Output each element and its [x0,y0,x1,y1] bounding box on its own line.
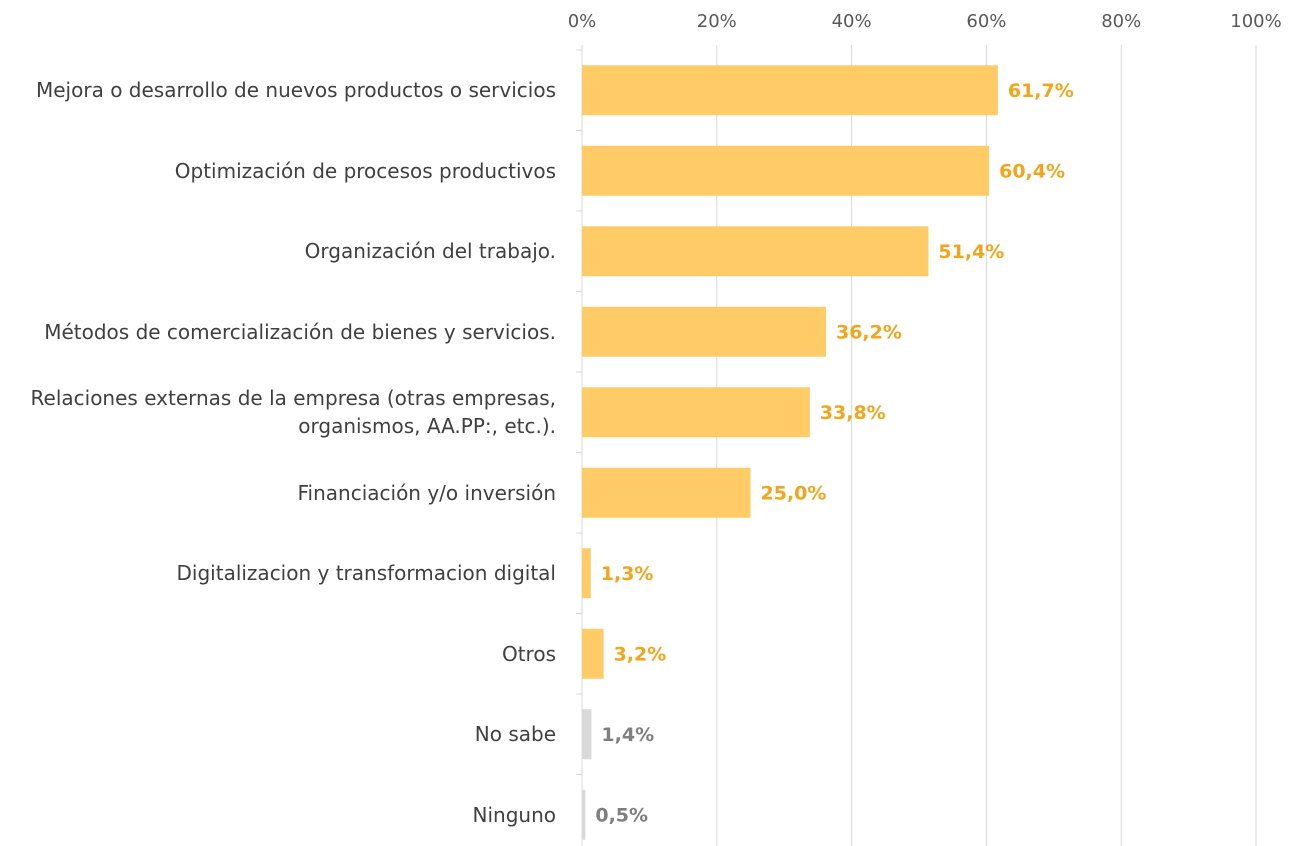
value-label: 60,4% [999,160,1065,182]
y-tick-label: Otros [501,641,556,666]
bar [582,548,591,599]
y-tick-label: Optimización de procesos productivos [174,158,556,183]
value-label: 0,5% [595,804,648,826]
x-tick-label: 20% [697,11,737,32]
value-label: 25,0% [761,482,827,504]
bar [582,145,990,196]
y-tick-label: Financiación y/o inversión [297,480,557,505]
value-label: 61,7% [1008,80,1074,102]
value-label: 33,8% [820,402,886,424]
y-tick-label: Relaciones externas de la empresa (otras… [30,386,556,439]
x-tick-label: 0% [568,11,597,32]
y-tick-label: Mejora o desarrollo de nuevos productos … [36,78,556,103]
bar [582,628,604,679]
bar [582,226,929,277]
bar [582,387,810,438]
bar [582,789,586,840]
x-tick-label: 40% [832,11,872,32]
value-label: 51,4% [938,241,1004,263]
y-tick-label: No sabe [474,722,556,747]
y-tick-label: Digitalizacion y transformacion digital [176,561,556,586]
x-tick-label: 60% [966,11,1006,32]
x-tick-label: 100% [1230,11,1281,32]
x-tick-label: 80% [1101,11,1141,32]
bar [582,709,592,760]
value-label: 1,4% [601,724,654,746]
value-label: 1,3% [601,563,654,585]
bar [582,65,998,116]
value-label: 3,2% [614,643,667,665]
bar [582,306,826,357]
y-tick-label: Organización del trabajo. [304,239,556,264]
value-label: 36,2% [836,321,902,343]
y-tick-label: Ninguno [472,802,556,827]
y-tick-label: Métodos de comercialización de bienes y … [44,319,556,344]
bar [582,467,751,518]
